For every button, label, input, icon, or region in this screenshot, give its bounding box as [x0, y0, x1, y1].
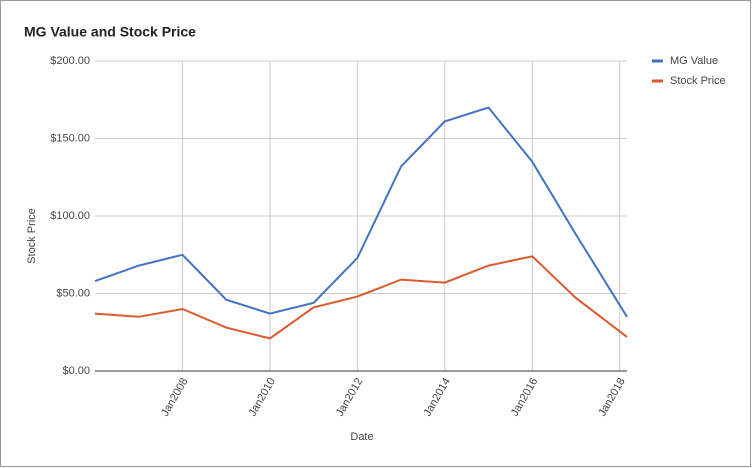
series-line: [94, 106, 628, 318]
legend-label: MG Value: [670, 55, 718, 67]
y-tick-label: $50.00: [56, 287, 90, 299]
y-tick-label: $0.00: [62, 365, 90, 377]
x-axis-label: Date: [350, 431, 373, 443]
y-tick-label: $100.00: [50, 210, 90, 222]
y-axis-label: Stock Price: [26, 208, 38, 264]
y-tick-label: $200.00: [50, 55, 90, 67]
series-line: [94, 255, 628, 340]
legend-label: Stock Price: [670, 75, 726, 87]
chart-title: MG Value and Stock Price: [24, 24, 196, 40]
y-tick-label: $150.00: [50, 132, 90, 144]
